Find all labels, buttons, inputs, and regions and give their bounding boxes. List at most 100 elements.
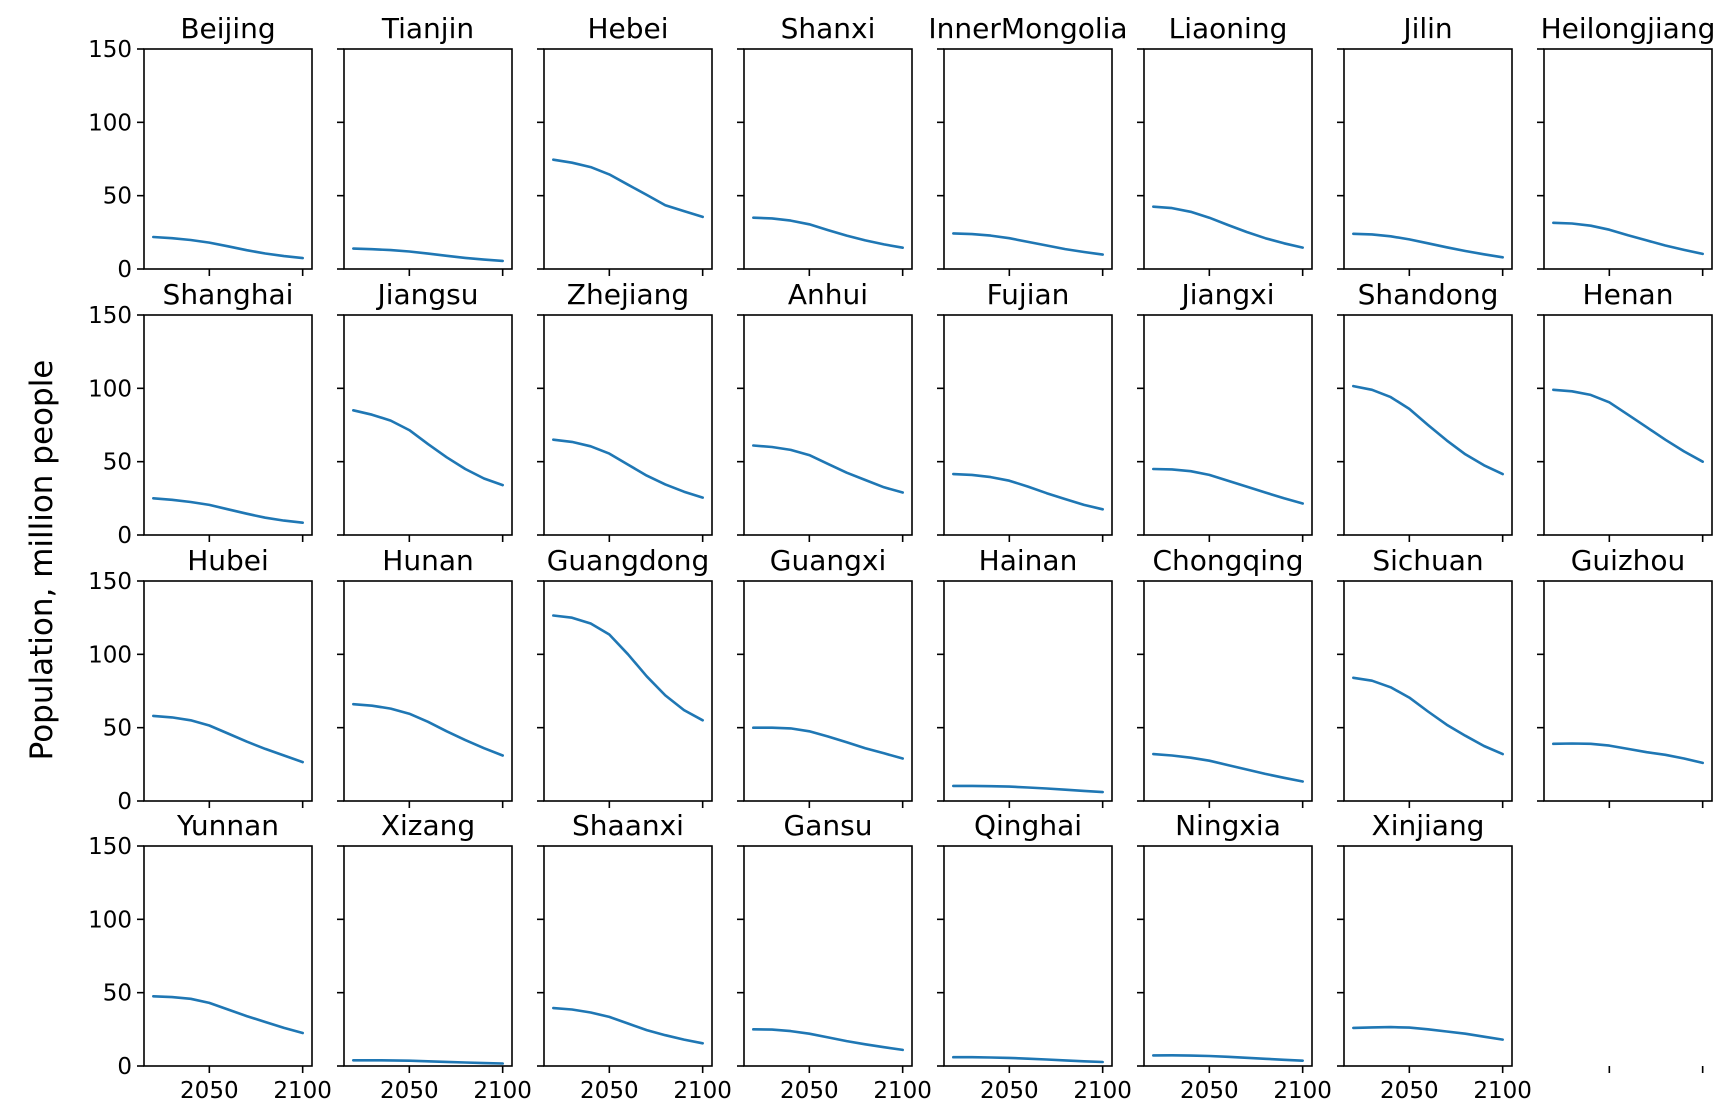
panel-frame-henan: [1543, 314, 1713, 536]
panel-frame-shanghai: [143, 314, 313, 536]
panel-frame-ningxia: [1143, 845, 1313, 1067]
panel-frame-anhui: [743, 314, 913, 536]
y-tick-label-100: 100: [88, 642, 132, 668]
series-line-xizang: [351, 1059, 505, 1065]
series-line-guizhou: [1552, 742, 1704, 765]
panel-title-guangdong: Guangdong: [547, 544, 710, 577]
panel-henan: Henan: [1537, 278, 1713, 542]
series-line-sichuan: [1352, 676, 1504, 756]
panel-frame-hubei: [143, 580, 313, 802]
panel-liaoning: Liaoning: [1137, 12, 1313, 276]
panel-title-shaanxi: Shaanxi: [572, 809, 684, 842]
panel-title-qinghai: Qinghai: [974, 809, 1082, 842]
panel-frame-guizhou: [1543, 580, 1713, 802]
panel-title-hunan: Hunan: [382, 544, 473, 577]
series-line-hunan: [351, 702, 505, 757]
series-line-yunnan: [152, 994, 305, 1035]
panel-ningxia: Ningxia 2050 2100: [1137, 809, 1332, 1104]
panel-title-chongqing: Chongqing: [1152, 544, 1303, 577]
panel-hunan: Hunan: [337, 544, 513, 808]
panel-title-shandong: Shandong: [1358, 278, 1499, 311]
panel-title-sichuan: Sichuan: [1372, 544, 1483, 577]
y-tick-label-150: 150: [88, 569, 132, 595]
series-line-jiangxi: [1152, 467, 1304, 505]
panel-shanghai: Shanghai 0 50 100 150: [88, 278, 313, 549]
panel-frame-jiangsu: [343, 314, 513, 536]
panel-title-jiangxi: Jiangxi: [1179, 278, 1274, 311]
panel-frame-guangxi: [743, 580, 913, 802]
panel-frame-innermongolia: [943, 48, 1113, 270]
x-tick-label-2050: 2050: [980, 1078, 1039, 1104]
panel-jilin: Jilin: [1337, 12, 1513, 276]
series-line-shanghai: [152, 496, 305, 525]
panel-frame-liaoning: [1143, 48, 1313, 270]
panel-beijing: Beijing 0 50 100 150: [88, 12, 313, 283]
panel-title-xizang: Xizang: [381, 809, 475, 842]
series-line-zhejiang: [551, 438, 705, 499]
panel-title-ningxia: Ningxia: [1175, 809, 1281, 842]
panel-title-innermongolia: InnerMongolia: [928, 12, 1127, 45]
series-line-shandong: [1352, 384, 1504, 476]
y-tick-label-50: 50: [103, 981, 132, 1007]
panel-frame-shaanxi: [543, 845, 713, 1067]
panel-frame-gansu: [743, 845, 913, 1067]
panel-frame-hainan: [943, 580, 1113, 802]
panel-title-hubei: Hubei: [187, 544, 269, 577]
y-tick-label-50: 50: [103, 184, 132, 210]
panel-title-yunnan: Yunnan: [176, 809, 279, 842]
y-tick-label-100: 100: [88, 110, 132, 136]
panel-title-zhejiang: Zhejiang: [567, 278, 689, 311]
panel-qinghai: Qinghai 2050 2100: [937, 809, 1132, 1104]
panel-frame-shandong: [1343, 314, 1513, 536]
series-line-innermongolia: [951, 232, 1104, 256]
panel-chongqing: Chongqing: [1137, 544, 1313, 808]
x-tick-label-2050: 2050: [1380, 1078, 1439, 1104]
series-line-qinghai: [951, 1055, 1104, 1064]
panel-title-guangxi: Guangxi: [770, 544, 886, 577]
x-tick-label-2100: 2100: [873, 1078, 932, 1104]
panel-frame-jilin: [1343, 48, 1513, 270]
panel-frame-chongqing: [1143, 580, 1313, 802]
series-line-hebei: [551, 158, 705, 219]
series-line-chongqing: [1152, 752, 1304, 783]
panel-title-tianjin: Tianjin: [381, 12, 474, 45]
panel-frame-qinghai: [943, 845, 1113, 1067]
series-line-shanxi: [751, 216, 905, 249]
panel-frame-xizang: [343, 845, 513, 1067]
panel-frame-hunan: [343, 580, 513, 802]
x-tick-label-2100: 2100: [1273, 1078, 1332, 1104]
panel-frame-tianjin: [343, 48, 513, 270]
y-tick-label-100: 100: [88, 376, 132, 402]
panel-title-jilin: Jilin: [1401, 12, 1452, 45]
panel-xinjiang: Xinjiang 2050 2100: [1337, 809, 1532, 1104]
x-tick-label-2100: 2100: [1473, 1078, 1532, 1104]
series-line-anhui: [751, 444, 905, 494]
panel-heilongjiang: Heilongjiang: [1537, 12, 1715, 276]
panel-title-hainan: Hainan: [979, 544, 1078, 577]
x-tick-label-2050: 2050: [380, 1078, 439, 1104]
panel-frame-heilongjiang: [1543, 48, 1713, 270]
panel-title-henan: Henan: [1583, 278, 1674, 311]
panel-yunnan: Yunnan 0 50 100 150 2050 2100: [88, 809, 332, 1104]
panel-frame-sichuan: [1343, 580, 1513, 802]
series-line-ningxia: [1152, 1054, 1304, 1062]
series-line-jilin: [1352, 232, 1504, 259]
panel-frame-xinjiang: [1343, 845, 1513, 1067]
series-line-heilongjiang: [1552, 221, 1704, 256]
panel-frame-beijing: [143, 48, 313, 270]
series-line-guangdong: [551, 614, 705, 722]
y-axis-title: Population, million people: [24, 360, 60, 761]
panel-title-jiangsu: Jiangsu: [375, 278, 478, 311]
panel-title-shanghai: Shanghai: [163, 278, 294, 311]
x-tick-label-2050: 2050: [1180, 1078, 1239, 1104]
x-tick-label-2100: 2100: [673, 1078, 732, 1104]
y-tick-label-0: 0: [117, 789, 132, 815]
panel-anhui: Anhui: [737, 278, 913, 542]
panel-frame-zhejiang: [543, 314, 713, 536]
panel-guangxi: Guangxi: [737, 544, 913, 808]
panel-title-anhui: Anhui: [788, 278, 868, 311]
y-tick-label-0: 0: [117, 523, 132, 549]
series-line-henan: [1552, 388, 1704, 464]
panel-xizang: Xizang 2050 2100: [337, 809, 532, 1104]
